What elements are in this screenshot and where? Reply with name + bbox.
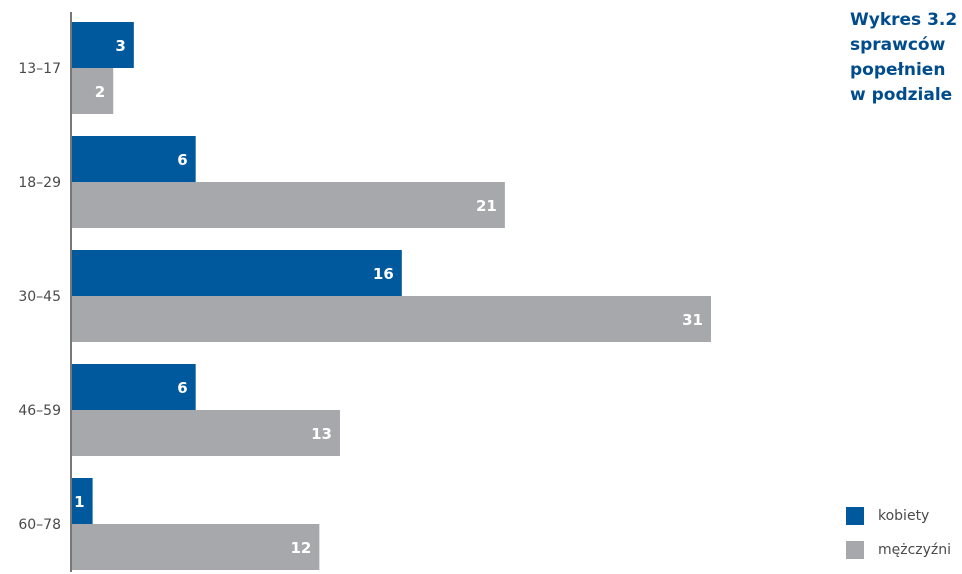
bar-value-label: 16 — [373, 265, 394, 283]
legend-swatch-kobiety — [846, 507, 864, 525]
bar-value-label: 1 — [74, 493, 84, 511]
bar-kobiety — [72, 136, 196, 182]
chart-title-line: popełnien — [850, 60, 946, 80]
chart-title-line: sprawców — [850, 35, 946, 55]
bar-value-label: 2 — [95, 83, 105, 101]
bar-value-label: 12 — [290, 539, 311, 557]
bar-mezczyzni — [72, 410, 340, 456]
legend-item-mezczyzni: mężczyźni — [846, 540, 951, 560]
category-label: 18–29 — [18, 175, 61, 191]
legend-item-kobiety: kobiety — [846, 506, 951, 526]
category-label: 60–78 — [18, 517, 61, 533]
legend-swatch-mezczyzni — [846, 541, 864, 559]
legend-label: mężczyźni — [878, 542, 952, 558]
bar-value-label: 21 — [476, 197, 497, 215]
bar-mezczyzni — [72, 524, 320, 570]
bar-kobiety — [72, 364, 196, 410]
chart-title-line: w podziale — [850, 85, 953, 105]
chart-title-line: Wykres 3.2 — [850, 10, 958, 30]
chart-title: Wykres 3.2 sprawców popełnien w podziale — [850, 8, 962, 108]
bar-kobiety — [72, 478, 93, 524]
bar-mezczyzni — [72, 296, 711, 342]
category-label: 30–45 — [18, 289, 61, 305]
bar-value-label: 3 — [115, 37, 125, 55]
category-label: 13–17 — [18, 61, 61, 77]
bar-value-label: 6 — [177, 151, 187, 169]
bar-value-label: 31 — [682, 311, 703, 329]
bar-mezczyzni — [72, 68, 114, 114]
bar-value-label: 6 — [177, 379, 187, 397]
bar-value-label: 13 — [311, 425, 332, 443]
bar-kobiety — [72, 250, 402, 296]
legend: kobiety mężczyźni — [846, 506, 951, 574]
category-label: 46–59 — [18, 403, 61, 419]
bar-kobiety — [72, 22, 134, 68]
legend-label: kobiety — [878, 508, 930, 524]
bar-mezczyzni — [72, 182, 505, 228]
